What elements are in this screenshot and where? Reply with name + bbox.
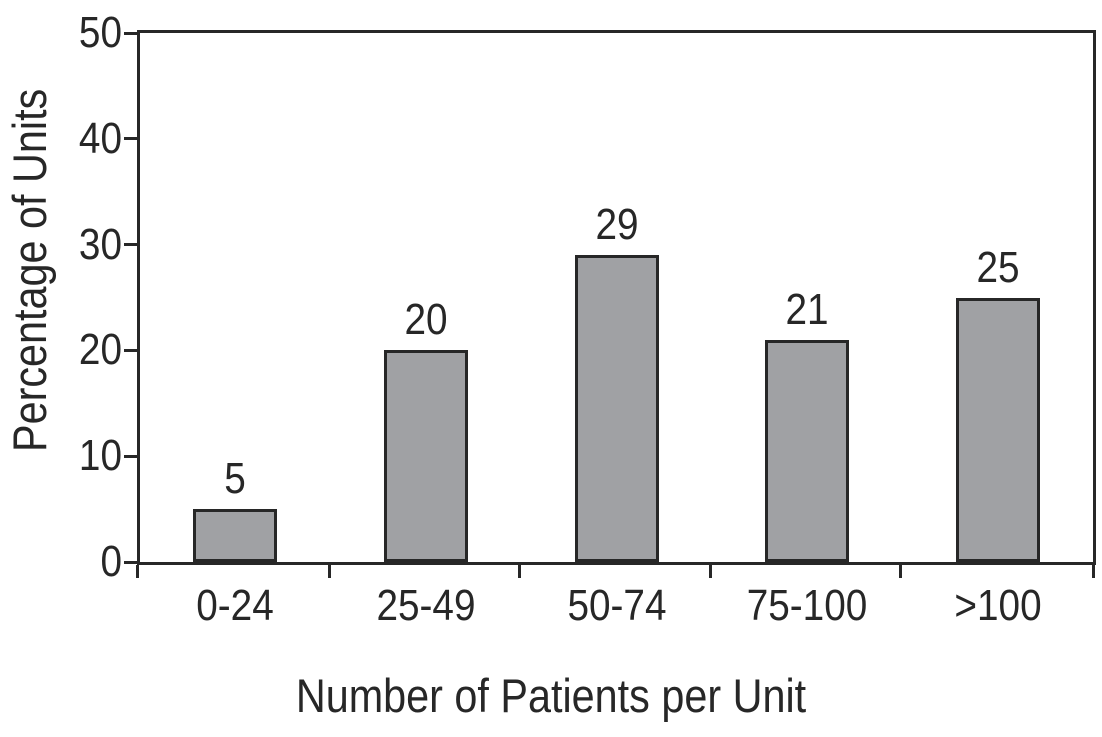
- y-axis-tick: [124, 348, 137, 352]
- x-axis-title: Number of Patients per Unit: [295, 669, 807, 722]
- bar: [955, 297, 1040, 562]
- bar-value-label: 25: [976, 242, 1020, 292]
- y-axis-title: Percentage of Units: [3, 88, 56, 452]
- bar-value-label: 20: [404, 295, 448, 345]
- plot-area: 5 20 29 21 25: [137, 30, 1096, 565]
- y-axis-tick: [124, 454, 137, 458]
- bar: [574, 255, 659, 562]
- x-axis-tick-label: 0-24: [196, 581, 275, 630]
- y-axis-tick: [124, 137, 137, 141]
- bar: [193, 509, 278, 562]
- x-axis-tick: [327, 565, 331, 578]
- bar: [765, 339, 850, 562]
- y-axis-tick: [124, 31, 137, 35]
- bar-value-label: 29: [594, 200, 639, 250]
- y-axis-tick: [124, 243, 137, 247]
- bar: [383, 350, 468, 562]
- y-axis-tick-label: 50: [78, 8, 122, 57]
- bar-value-label: 5: [224, 454, 247, 504]
- y-axis-tick-label: 0: [100, 537, 122, 586]
- x-axis-tick: [518, 565, 522, 578]
- x-axis-tick-label: 50-74: [566, 581, 667, 630]
- x-axis-tick: [899, 565, 903, 578]
- x-axis-tick-label: 75-100: [746, 581, 868, 630]
- y-axis-tick-label: 10: [78, 431, 122, 481]
- x-axis-tick: [135, 565, 139, 578]
- y-axis-tick-label: 40: [78, 113, 122, 163]
- x-axis-tick: [1091, 565, 1095, 578]
- bar-value-label: 21: [785, 284, 829, 334]
- y-axis-tick: [124, 560, 137, 564]
- y-axis-tick-label: 20: [78, 325, 122, 375]
- y-axis-tick-label: 30: [78, 219, 122, 269]
- x-axis-tick-label: 25-49: [376, 581, 476, 630]
- x-axis-tick-label: >100: [954, 581, 1042, 630]
- x-axis-tick: [708, 565, 712, 578]
